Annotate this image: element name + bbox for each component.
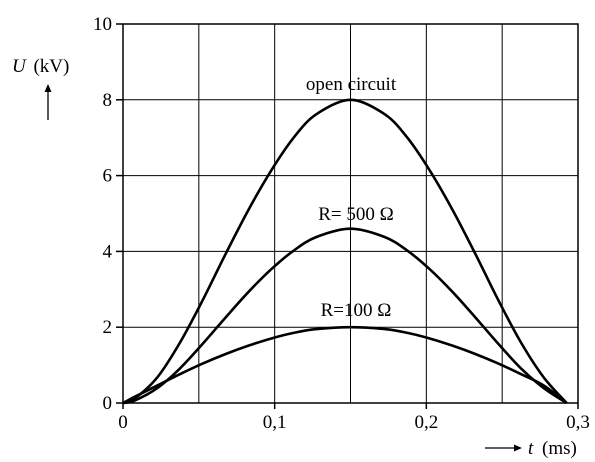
series-line-0 (122, 98, 568, 405)
series-lines (122, 98, 568, 405)
series-line-2 (122, 325, 568, 405)
y-tick-label: 4 (103, 241, 113, 262)
plot-frame (122, 23, 579, 404)
x-tick-label: 0 (118, 412, 128, 433)
x-axis-label: t (ms) (528, 438, 577, 459)
y-tick-label: 6 (103, 166, 113, 187)
x-axis-variable: t (528, 438, 534, 459)
series-label-r500: R= 500 Ω (318, 204, 394, 225)
y-tick-label: 8 (103, 90, 113, 111)
x-tick-label: 0,1 (263, 412, 287, 433)
y-tick-label: 10 (93, 14, 112, 35)
y-axis-arrow-icon (44, 84, 52, 120)
y-tick-label: 0 (103, 393, 113, 414)
x-tick-label: 0,2 (414, 412, 438, 433)
y-axis-unit: (kV) (33, 56, 69, 77)
y-axis-variable: U (12, 56, 27, 77)
series-line-1 (122, 227, 568, 405)
x-axis-unit: (ms) (542, 438, 577, 459)
series-label-r100: R=100 Ω (321, 300, 392, 321)
tick-labels: 0 0,1 0,2 0,3 0 2 4 6 8 10 (93, 14, 590, 433)
series-label-open-circuit: open circuit (306, 74, 397, 95)
y-axis-label: U (kV) (12, 56, 69, 77)
x-axis-arrow-icon (485, 444, 522, 452)
x-tick-label: 0,3 (566, 412, 590, 433)
y-tick-label: 2 (103, 317, 113, 338)
